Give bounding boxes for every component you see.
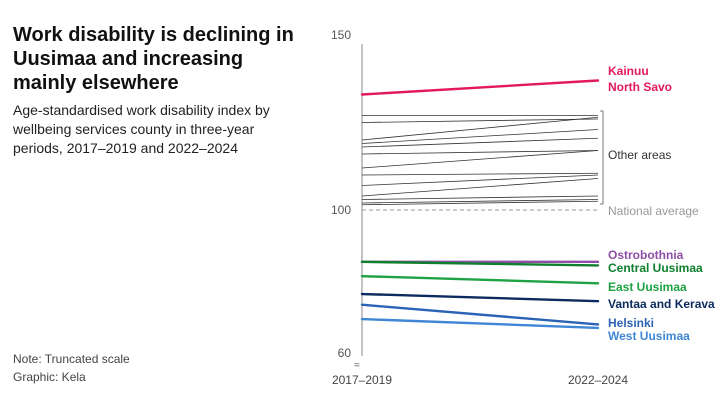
chart-title: Work disability is declining in Uusimaa … bbox=[13, 24, 294, 94]
series-line bbox=[360, 303, 600, 326]
series-line bbox=[360, 79, 600, 96]
series-labels: Kainuu North Savo Other areas National aver… bbox=[600, 64, 715, 343]
series-label-kainuu: Kainuu bbox=[608, 64, 649, 78]
other-area-line bbox=[361, 129, 599, 144]
chart-subtitle: Age-standardised work disability index b… bbox=[13, 102, 270, 156]
series-label-west-uusimaa: West Uusimaa bbox=[608, 329, 690, 343]
other-area-line bbox=[361, 116, 599, 141]
series-label-ostrobothnia: Ostrobothnia bbox=[608, 248, 684, 262]
series-label-helsinki: Helsinki bbox=[608, 316, 654, 330]
series-label-east-uusimaa: East Uusimaa bbox=[608, 280, 687, 294]
y-tick-label: 60 bbox=[338, 346, 352, 360]
other-area-line bbox=[361, 199, 599, 204]
x-tick-label: 2022–2024 bbox=[568, 373, 628, 387]
other-areas-bracket bbox=[600, 110, 604, 205]
series-line bbox=[360, 292, 600, 303]
highlighted-lines bbox=[360, 79, 600, 330]
series-label-vantaa-kerava: Vantaa and Kerava bbox=[608, 297, 715, 311]
other-area-line bbox=[361, 137, 599, 148]
series-label-central-uusimaa: Central Uusimaa bbox=[608, 261, 703, 275]
series-line bbox=[360, 260, 600, 267]
other-area-line bbox=[361, 118, 599, 123]
other-area-line bbox=[361, 150, 599, 169]
y-tick-label: 150 bbox=[331, 28, 351, 42]
other-area-line bbox=[361, 195, 599, 200]
series-label-other-areas: Other areas bbox=[608, 148, 671, 162]
y-tick-label: 100 bbox=[331, 203, 351, 217]
other-area-line bbox=[361, 178, 599, 197]
other-areas-lines bbox=[361, 115, 599, 206]
graphic-credit: Graphic: Kela bbox=[13, 370, 86, 384]
series-line bbox=[360, 274, 600, 285]
x-axis: 2017–2019 2022–2024 bbox=[332, 373, 628, 387]
series-line bbox=[360, 317, 600, 330]
other-area-line bbox=[361, 150, 599, 155]
series-label-north-savo: North Savo bbox=[608, 80, 672, 94]
series-label-national-average: National average bbox=[608, 204, 699, 218]
footnote-truncated-scale: Note: Truncated scale bbox=[13, 352, 130, 366]
axis-break-icon: ≈ bbox=[354, 360, 360, 371]
x-tick-label: 2017–2019 bbox=[332, 373, 392, 387]
other-area-line bbox=[361, 172, 599, 176]
y-axis: 150 100 60 ≈ bbox=[331, 28, 363, 371]
other-area-line bbox=[361, 174, 599, 186]
other-area-line bbox=[361, 200, 599, 206]
